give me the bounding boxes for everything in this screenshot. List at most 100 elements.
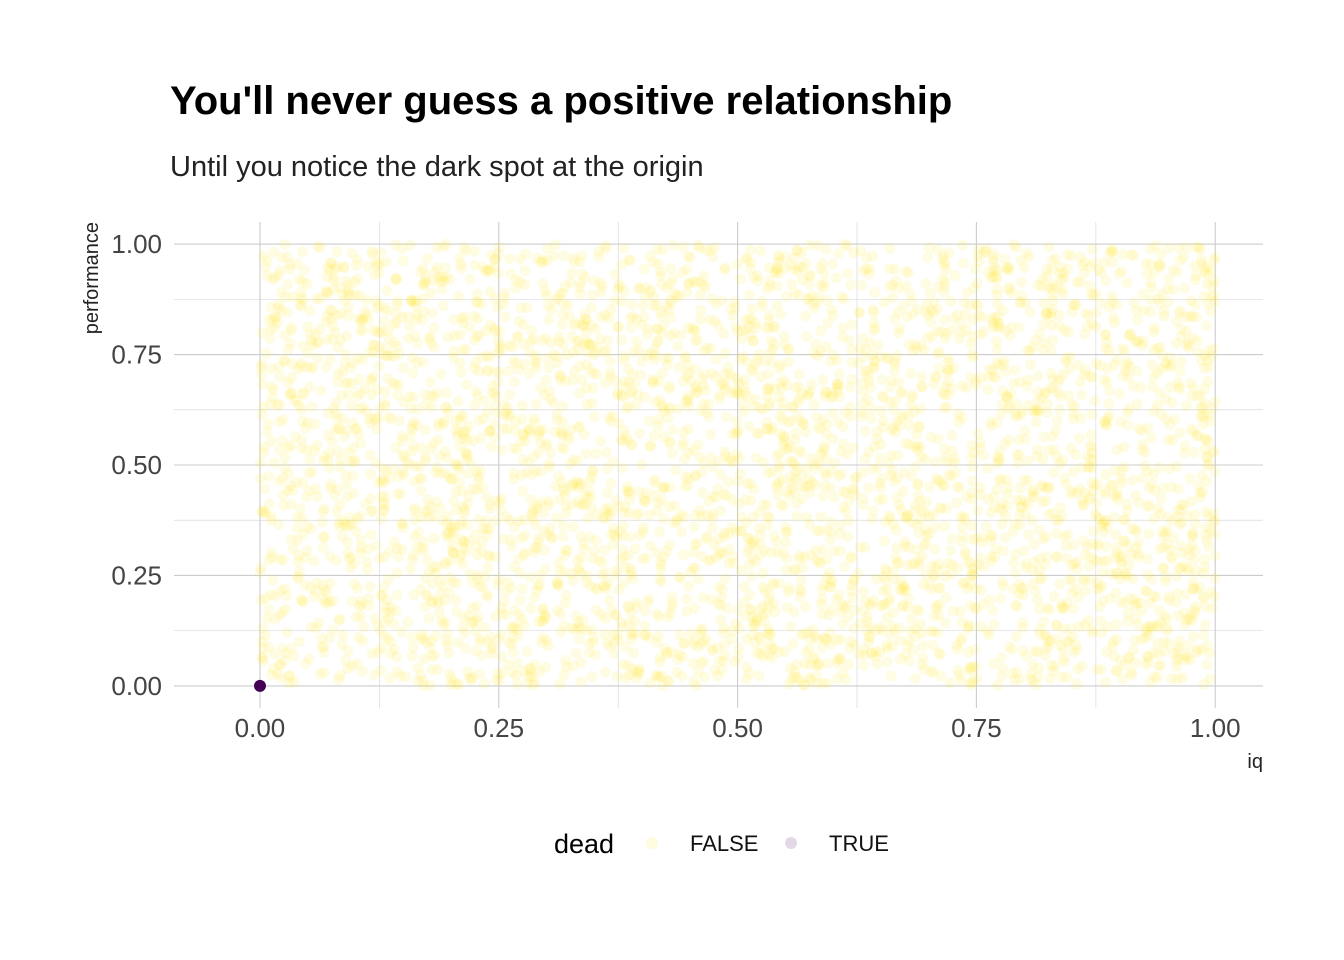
point-false — [834, 633, 846, 645]
point-false — [868, 316, 880, 328]
point-false — [705, 593, 717, 605]
point-false — [339, 377, 351, 389]
point-false — [426, 578, 438, 590]
point-false — [1063, 636, 1075, 648]
point-false — [1175, 331, 1187, 343]
point-false — [550, 239, 561, 250]
point-false — [929, 456, 941, 468]
point-false — [1174, 519, 1186, 531]
point-false — [548, 348, 560, 360]
point-false — [1201, 278, 1213, 290]
point-false — [603, 312, 615, 324]
point-false — [355, 599, 367, 611]
point-false — [516, 400, 528, 412]
point-false — [1088, 526, 1100, 537]
point-false — [537, 278, 549, 289]
point-false — [692, 335, 704, 346]
point-false — [688, 635, 700, 646]
point-false — [857, 466, 869, 478]
point-false — [794, 550, 806, 562]
point-false — [343, 388, 355, 400]
point-false — [720, 490, 732, 502]
point-false — [750, 394, 761, 405]
point-false — [1033, 328, 1045, 340]
point-false — [1203, 361, 1215, 373]
point-false — [800, 426, 812, 438]
point-false — [438, 276, 450, 287]
point-false — [342, 447, 354, 459]
point-false — [493, 366, 505, 378]
point-false — [1163, 463, 1175, 475]
point-false — [292, 534, 304, 546]
point-false — [740, 324, 752, 336]
point-false — [1091, 497, 1103, 509]
point-false — [308, 555, 320, 567]
point-false — [378, 630, 390, 642]
point-false — [674, 572, 686, 584]
point-false — [961, 382, 973, 394]
point-false — [482, 364, 494, 376]
point-false — [987, 271, 999, 283]
point-false — [644, 286, 656, 298]
point-false — [832, 385, 844, 397]
point-false — [713, 455, 724, 467]
point-false — [985, 416, 997, 428]
point-false — [1096, 664, 1108, 676]
point-false — [371, 326, 383, 337]
point-false — [974, 437, 986, 449]
point-false — [291, 512, 303, 524]
point-false — [766, 466, 778, 478]
point-false — [809, 399, 821, 411]
point-false — [299, 579, 311, 591]
point-false — [978, 561, 990, 573]
point-false — [1146, 621, 1158, 633]
point-false — [842, 268, 854, 279]
point-false — [288, 676, 300, 688]
point-false — [892, 450, 904, 461]
point-false — [854, 617, 866, 629]
point-false — [600, 240, 612, 252]
point-false — [866, 647, 878, 659]
point-false — [816, 642, 828, 654]
point-false — [631, 509, 642, 521]
point-false — [655, 564, 667, 576]
point-false — [1003, 434, 1015, 446]
point-false — [733, 643, 745, 654]
point-false — [613, 417, 625, 429]
point-false — [931, 371, 943, 383]
point-false — [557, 339, 569, 351]
point-false — [302, 520, 314, 532]
point-false — [939, 332, 951, 344]
point-false — [967, 676, 979, 688]
point-false — [371, 260, 383, 272]
point-false — [1130, 304, 1142, 316]
point-false — [874, 646, 886, 658]
point-false — [1096, 580, 1108, 592]
point-false — [599, 503, 611, 515]
point-false — [751, 354, 763, 366]
point-false — [262, 418, 274, 430]
point-false — [1107, 296, 1119, 308]
point-false — [540, 612, 552, 624]
point-false — [790, 382, 802, 394]
point-false — [580, 624, 592, 636]
point-false — [727, 551, 739, 563]
point-false — [737, 350, 749, 362]
point-false — [1032, 405, 1044, 417]
point-false — [1067, 602, 1079, 614]
point-false — [557, 530, 569, 542]
point-false — [1092, 540, 1104, 552]
point-false — [847, 442, 859, 454]
point-false — [380, 400, 391, 412]
point-false — [666, 296, 678, 308]
point-false — [574, 277, 586, 289]
point-false — [854, 342, 866, 354]
point-false — [778, 431, 790, 443]
point-false — [484, 286, 496, 298]
point-false — [1000, 365, 1012, 377]
point-false — [1010, 548, 1022, 560]
point-false — [296, 595, 308, 607]
point-false — [310, 622, 322, 634]
point-false — [905, 624, 917, 636]
point-false — [340, 655, 352, 666]
